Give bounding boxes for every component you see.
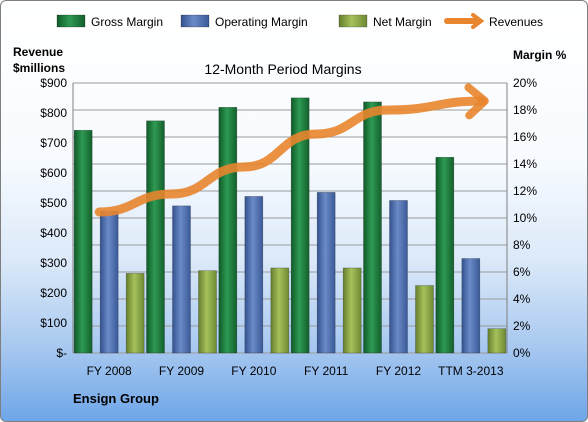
left-axis-tick-label: $- xyxy=(56,346,67,360)
bar-operating-margin-ttm-3-2013 xyxy=(461,258,481,354)
bar-net-margin-fy-2011 xyxy=(342,267,362,354)
bar-net-margin-ttm-3-2013 xyxy=(487,328,507,354)
bar-gross-margin-fy-2009 xyxy=(146,120,165,354)
left-axis-tick-label: $700 xyxy=(40,136,67,150)
revenue-line-layer xyxy=(94,83,489,217)
category-label: FY 2008 xyxy=(87,364,132,378)
left-axis-tick-label: $600 xyxy=(40,166,67,180)
category-label: FY 2009 xyxy=(159,364,204,378)
category-label: FY 2010 xyxy=(231,364,276,378)
bar-operating-margin-fy-2011 xyxy=(316,192,336,354)
bar-gross-margin-fy-2010 xyxy=(218,107,238,354)
right-axis-tick-label: 12% xyxy=(513,184,537,198)
right-axis-tick-label: 0% xyxy=(513,346,531,360)
left-axis-tick-label: $500 xyxy=(40,196,67,210)
category-axis-ticks: FY 2008 FY 2009 FY 2010 FY 2011 FY 2012 TTM 3… xyxy=(87,364,504,378)
legend-arrow-icon xyxy=(471,13,485,29)
left-axis-ticks: $- $100 $200 $300 $400 $500 $600 $700 $800 $900 xyxy=(40,76,67,360)
revenue-arrowhead xyxy=(464,83,489,120)
bar-gross-margin-fy-2008 xyxy=(73,129,93,354)
left-axis-tick-label: $900 xyxy=(40,76,67,90)
left-axis-tick-label: $100 xyxy=(40,316,67,330)
right-axis-tick-label: 20% xyxy=(513,76,537,90)
left-axis-title-line1: Revenue xyxy=(13,45,63,59)
bar-operating-margin-fy-2012 xyxy=(389,200,408,354)
bar-net-margin-fy-2008 xyxy=(125,273,145,354)
bar-gross-margin-fy-2012 xyxy=(363,101,382,354)
legend-label-gross-margin: Gross Margin xyxy=(91,15,163,29)
left-axis-tick-label: $800 xyxy=(40,106,67,120)
right-axis-tick-label: 18% xyxy=(513,103,537,117)
legend: Gross Margin Operating Margin Net Margin Re… xyxy=(56,13,543,29)
legend-swatch-operating-margin xyxy=(180,14,210,28)
right-axis-tick-label: 4% xyxy=(513,292,531,306)
left-axis-tick-label: $200 xyxy=(40,286,67,300)
right-axis-ticks: 0% 2% 4% 6% 8% 10% 12% 14% 16% 18% 20% xyxy=(513,76,537,360)
legend-swatch-net-margin xyxy=(338,14,368,28)
left-axis-title-line2: $millions xyxy=(13,61,65,75)
bar-operating-margin-fy-2008 xyxy=(99,210,119,354)
bar-operating-margin-fy-2009 xyxy=(172,205,191,354)
right-axis-tick-label: 10% xyxy=(513,211,537,225)
bar-gross-margin-fy-2011 xyxy=(290,97,310,354)
bar-gross-margin-ttm-3-2013 xyxy=(435,156,455,354)
legend-label-net-margin: Net Margin xyxy=(373,15,432,29)
left-axis-tick-label: $400 xyxy=(40,226,67,240)
right-axis-title: Margin % xyxy=(513,48,567,62)
bars xyxy=(73,97,507,354)
category-label: FY 2012 xyxy=(376,364,421,378)
bar-net-margin-fy-2012 xyxy=(415,285,434,354)
legend-swatch-gross-margin xyxy=(56,14,86,28)
legend-label-revenues: Revenues xyxy=(489,15,543,29)
left-axis-tick-label: $300 xyxy=(40,256,67,270)
bar-operating-margin-fy-2010 xyxy=(244,196,264,354)
bar-net-margin-fy-2010 xyxy=(270,267,290,354)
right-axis-tick-label: 6% xyxy=(513,265,531,279)
category-label: FY 2011 xyxy=(304,364,349,378)
right-axis-tick-label: 16% xyxy=(513,130,537,144)
company-name: Ensign Group xyxy=(73,391,159,406)
revenue-line xyxy=(94,96,488,217)
right-axis-tick-label: 2% xyxy=(513,319,531,333)
bar-net-margin-fy-2009 xyxy=(198,270,217,354)
category-label: TTM 3-2013 xyxy=(438,364,504,378)
legend-label-operating-margin: Operating Margin xyxy=(215,15,308,29)
right-axis-tick-label: 14% xyxy=(513,157,537,171)
right-axis-tick-label: 8% xyxy=(513,238,531,252)
chart-title: 12-Month Period Margins xyxy=(204,61,361,77)
